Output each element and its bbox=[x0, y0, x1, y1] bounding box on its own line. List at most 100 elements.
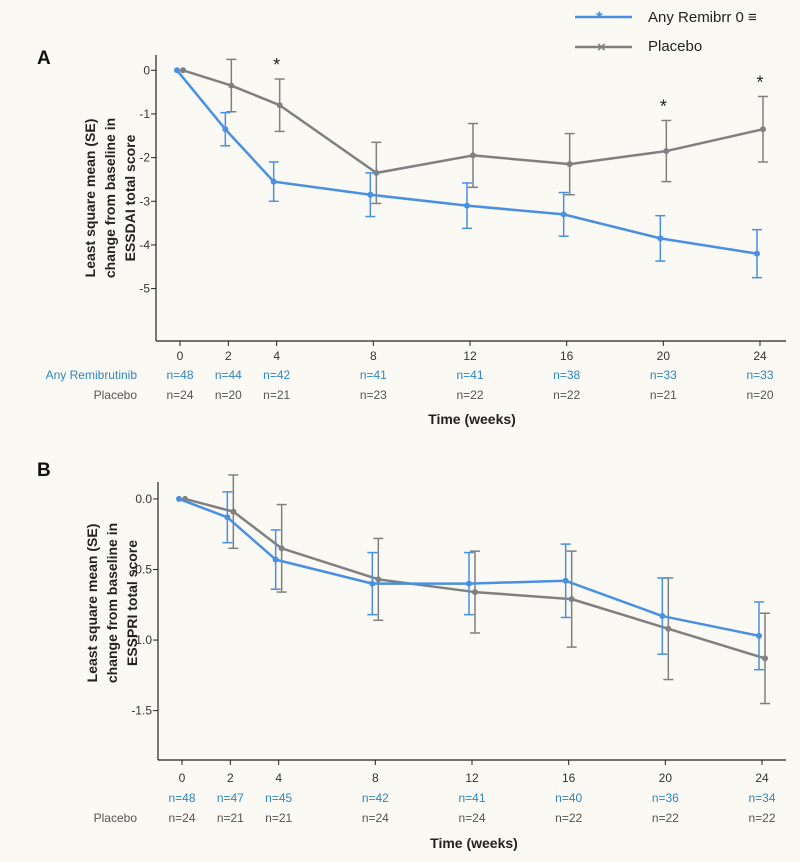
n-count: n=34 bbox=[748, 791, 775, 805]
n-count: n=44 bbox=[215, 368, 242, 382]
n-count: n=22 bbox=[553, 388, 580, 402]
n-count: n=41 bbox=[456, 368, 483, 382]
x-tick-label: 24 bbox=[753, 349, 767, 363]
data-point bbox=[272, 556, 279, 563]
x-tick-label: 16 bbox=[562, 771, 576, 785]
data-point bbox=[276, 102, 283, 109]
y-axis-title-text: Least square mean (SE) change from baseli… bbox=[82, 118, 138, 278]
y-tick-label: -3 bbox=[139, 194, 150, 208]
n-count: n=22 bbox=[652, 811, 679, 825]
n-count: n=48 bbox=[168, 791, 195, 805]
x-tick-label: 2 bbox=[225, 349, 232, 363]
panel-a-label: A bbox=[37, 48, 51, 69]
data-point bbox=[566, 161, 573, 168]
significance-star: * bbox=[273, 55, 280, 75]
data-point bbox=[562, 577, 569, 584]
data-point bbox=[762, 655, 768, 662]
panel-a-y-axis-title: Least square mean (SE) change from baseli… bbox=[82, 118, 138, 278]
n-count: n=23 bbox=[360, 388, 387, 402]
n-count: n=24 bbox=[458, 811, 485, 825]
n-count: n=21 bbox=[650, 388, 677, 402]
n-count: n=21 bbox=[217, 811, 244, 825]
n-count: n=42 bbox=[362, 791, 389, 805]
n-count: n=22 bbox=[456, 388, 483, 402]
x-tick-label: 20 bbox=[659, 771, 673, 785]
n-count: n=41 bbox=[458, 791, 485, 805]
y-tick-label: 0 bbox=[143, 63, 150, 77]
y-axis-title-line: Least square mean (SE) bbox=[82, 119, 98, 278]
n-count: n=20 bbox=[746, 388, 773, 402]
n-count: n=33 bbox=[650, 368, 677, 382]
n-count: n=24 bbox=[166, 388, 193, 402]
y-tick-label: -1.0 bbox=[131, 633, 152, 647]
panel-a: A Least square mean (SE) change from base… bbox=[37, 48, 786, 427]
data-point bbox=[657, 235, 664, 242]
data-point bbox=[665, 625, 672, 632]
n-count: n=45 bbox=[265, 791, 292, 805]
y-tick-label: -1.5 bbox=[131, 704, 152, 718]
data-point bbox=[176, 495, 182, 502]
legend-label-placebo: Placebo bbox=[648, 38, 702, 55]
x-tick-label: 12 bbox=[465, 771, 479, 785]
n-count: n=40 bbox=[555, 791, 582, 805]
x-tick-label: 2 bbox=[227, 771, 234, 785]
series-line bbox=[176, 69, 758, 255]
n-count: n=21 bbox=[263, 388, 290, 402]
y-tick-label: -2 bbox=[139, 151, 150, 165]
data-point bbox=[228, 82, 235, 89]
data-point bbox=[568, 596, 575, 603]
n-count: n=41 bbox=[360, 368, 387, 382]
panel-b-plot-area: 0.0-0.5-1.0-1.50 2 4 8 12 16 20 24n=48 n=47 n=45 n… bbox=[94, 474, 776, 825]
n-count: n=33 bbox=[746, 368, 773, 382]
y-tick-label: -0.5 bbox=[131, 562, 152, 576]
x-tick-label: 4 bbox=[273, 349, 280, 363]
y-tick-label: -5 bbox=[139, 282, 150, 296]
x-tick-label: 4 bbox=[275, 771, 282, 785]
panel-b-x-axis-title: Time (weeks) bbox=[430, 835, 518, 851]
n-count: n=20 bbox=[215, 388, 242, 402]
x-tick-label: 0 bbox=[179, 771, 186, 785]
data-point bbox=[270, 178, 277, 185]
x-tick-label: 16 bbox=[560, 349, 574, 363]
y-axis-title-line: Least square mean (SE) bbox=[84, 524, 100, 683]
x-tick-label: 8 bbox=[370, 349, 377, 363]
data-point bbox=[464, 202, 470, 209]
y-axis-title-text: Least square mean (SE) change from baseli… bbox=[84, 523, 140, 683]
data-point bbox=[367, 191, 374, 198]
series-line bbox=[184, 497, 766, 660]
series-line bbox=[182, 69, 764, 175]
data-point bbox=[756, 632, 762, 639]
n-count: n=24 bbox=[168, 811, 195, 825]
data-point bbox=[659, 613, 666, 620]
panel-b-y-axis-title: Least square mean (SE) change from baseli… bbox=[84, 523, 140, 683]
x-tick-label: 12 bbox=[463, 349, 477, 363]
x-tick-label: 20 bbox=[657, 349, 671, 363]
x-tick-label: 0 bbox=[177, 349, 184, 363]
y-tick-label: 0.0 bbox=[135, 492, 152, 506]
data-point bbox=[369, 580, 376, 587]
legend-label-remibrutinib: Any Remibrr 0 ≡ bbox=[648, 9, 757, 26]
n-count: n=36 bbox=[652, 791, 679, 805]
data-point bbox=[224, 514, 231, 521]
data-point bbox=[466, 580, 472, 587]
data-point bbox=[174, 67, 180, 74]
n-count: n=38 bbox=[553, 368, 580, 382]
n-row-label: Placebo bbox=[94, 388, 138, 402]
x-tick-label: 24 bbox=[755, 771, 769, 785]
legend-x-marker-icon: × bbox=[597, 39, 606, 56]
y-tick-label: -1 bbox=[139, 107, 150, 121]
data-point bbox=[472, 589, 478, 596]
data-point bbox=[560, 211, 567, 218]
n-count: n=21 bbox=[265, 811, 292, 825]
panel-a-plot-area: 0-1-2-3-4-50 2 4 8 12 16 20 24***Any Remibrutin… bbox=[46, 55, 774, 402]
data-point bbox=[663, 148, 670, 155]
n-count: n=22 bbox=[748, 811, 775, 825]
data-point bbox=[375, 576, 382, 583]
panel-b: B Least square mean (SE) change from base… bbox=[37, 460, 786, 851]
n-row-label: Placebo bbox=[94, 811, 138, 825]
n-count: n=42 bbox=[263, 368, 290, 382]
data-point bbox=[373, 169, 380, 176]
n-count: n=24 bbox=[362, 811, 389, 825]
n-count: n=47 bbox=[217, 791, 244, 805]
